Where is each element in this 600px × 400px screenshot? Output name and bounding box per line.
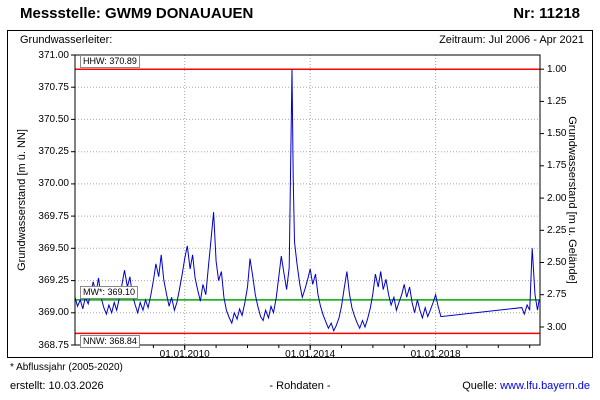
groundwater-series-line xyxy=(74,69,540,333)
plot-border xyxy=(74,54,541,346)
station-number: Nr: 11218 xyxy=(513,5,580,22)
y-axis-right-tick-label: 1.50 xyxy=(547,128,567,140)
y-axis-left-tick-label: 370.00 xyxy=(38,178,69,190)
y-axis-left-tick-label: 369.50 xyxy=(38,242,69,254)
y-axis-right-tick-label: 1.25 xyxy=(547,95,567,107)
nnw-label: NNW: 368.84 xyxy=(80,335,140,349)
y-axis-right-tick-label: 1.75 xyxy=(547,160,567,172)
page-title: Messstelle: GWM9 DONAUAUEN xyxy=(20,5,254,22)
aquifer-label: Grundwasserleiter: xyxy=(20,34,113,46)
x-axis-tick-label: 01.01.2014 xyxy=(285,349,336,360)
y-axis-left-tick-label: 370.25 xyxy=(38,146,69,158)
plot-area xyxy=(71,54,544,350)
y-axis-left-tick-label: 370.75 xyxy=(38,81,69,93)
x-axis-tick-label: 01.01.2010 xyxy=(159,349,210,360)
y-axis-right-tick-label: 3.00 xyxy=(547,321,567,333)
y-axis-right-tick-label: 1.00 xyxy=(547,63,567,75)
y-axis-right-tick-label: 2.00 xyxy=(547,192,567,204)
header: Messstelle: GWM9 DONAUAUEN Nr: 11218 xyxy=(20,5,580,22)
y-axis-right-tick-label: 2.25 xyxy=(547,224,567,236)
y-axis-left-tick-label: 369.25 xyxy=(38,275,69,287)
y-axis-right-tick-label: 2.75 xyxy=(547,289,567,301)
y-axis-left-tick-label: 368.75 xyxy=(38,339,69,351)
source-link[interactable]: www.lfu.bayern.de xyxy=(500,380,590,392)
period-label: Zeitraum: Jul 2006 - Apr 2021 xyxy=(439,34,584,46)
mw-label: MW*: 369.10 xyxy=(80,285,139,299)
y-axis-right-tick-label: 2.50 xyxy=(547,257,567,268)
data-type-label: - Rohdaten - xyxy=(269,380,331,392)
x-axis-tick-label: 01.01.2018 xyxy=(410,349,461,360)
hhw-label: HHW: 370.89 xyxy=(80,55,140,69)
source-label: Quelle: xyxy=(462,380,498,392)
source-line: Quelle: www.lfu.bayern.de xyxy=(462,380,590,392)
created-date: erstellt: 10.03.2026 xyxy=(10,380,104,392)
chart-frame xyxy=(7,30,593,358)
y-axis-left-tick-label: 369.75 xyxy=(38,210,69,222)
y-axis-left-tick-label: 369.00 xyxy=(38,307,69,319)
y-axis-left-tick-label: 370.50 xyxy=(38,113,69,125)
footnote: * Abflussjahr (2005-2020) xyxy=(10,362,123,373)
y-axis-left-title: Grundwasserstand [m ü. NN] xyxy=(16,129,28,271)
y-axis-left-tick-label: 371.00 xyxy=(38,49,69,61)
